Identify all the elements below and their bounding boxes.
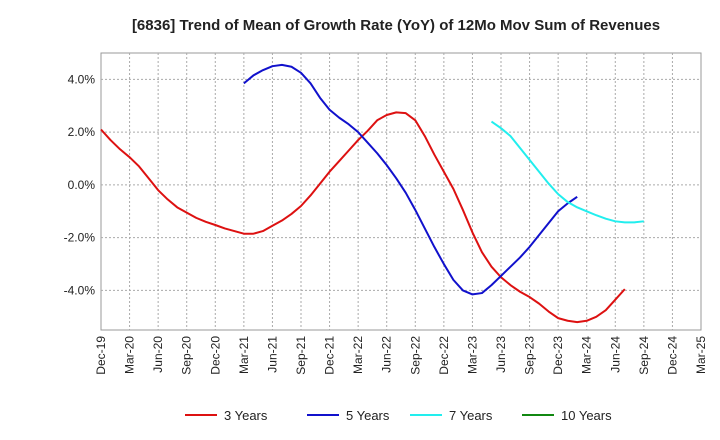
- y-tick-label: 0.0%: [68, 178, 96, 192]
- x-tick-label: Mar-21: [237, 336, 251, 374]
- y-tick-label: -2.0%: [64, 231, 96, 245]
- x-tick-label: Jun-20: [151, 336, 165, 373]
- x-tick-label: Sep-22: [408, 336, 422, 375]
- x-tick-label: Mar-24: [580, 336, 594, 374]
- x-tick-label: Dec-24: [665, 336, 679, 375]
- x-tick-label: Jun-23: [494, 336, 508, 373]
- x-tick-label: Dec-23: [551, 336, 565, 375]
- x-tick-label: Sep-21: [294, 336, 308, 375]
- x-tick-label: Sep-24: [637, 336, 651, 375]
- chart-title: [6836] Trend of Mean of Growth Rate (YoY…: [132, 17, 660, 34]
- y-tick-label: 2.0%: [68, 125, 96, 139]
- series-line-7-years: [490, 120, 644, 224]
- y-tick-label: -4.0%: [64, 283, 96, 297]
- y-axis: 4.0% 2.0% 0.0% -2.0% -4.0%: [64, 72, 96, 297]
- y-tick-label: 4.0%: [68, 72, 96, 86]
- x-tick-label: Mar-20: [123, 336, 137, 374]
- x-tick-label: Jun-21: [265, 336, 279, 373]
- legend-label-3-years: 3 Years: [224, 408, 268, 423]
- x-tick-label: Mar-23: [465, 336, 479, 374]
- x-tick-label: Dec-21: [323, 336, 337, 375]
- x-tick-label: Jun-24: [608, 336, 622, 373]
- x-axis: Dec-19 Mar-20 Jun-20 Sep-20 Dec-20 Mar-21 Jun-…: [94, 336, 708, 375]
- x-tick-label: Dec-20: [208, 336, 222, 375]
- x-tick-label: Dec-22: [437, 336, 451, 375]
- legend-label-10-years: 10 Years: [561, 408, 612, 423]
- legend-label-5-years: 5 Years: [346, 408, 390, 423]
- legend-label-7-years: 7 Years: [449, 408, 493, 423]
- series-line-5-years: [243, 63, 578, 296]
- x-tick-label: Dec-19: [94, 336, 108, 375]
- series-line-3-years: [100, 111, 626, 324]
- x-tick-label: Sep-23: [523, 336, 537, 375]
- x-tick-label: Jun-22: [380, 336, 394, 373]
- x-tick-label: Mar-25: [694, 336, 708, 374]
- legend: 3 Years 5 Years 7 Years 10 Years: [185, 408, 612, 423]
- x-tick-label: Mar-22: [351, 336, 365, 374]
- series-lines: [100, 63, 644, 324]
- x-tick-label: Sep-20: [180, 336, 194, 375]
- plot-area: [100, 52, 702, 331]
